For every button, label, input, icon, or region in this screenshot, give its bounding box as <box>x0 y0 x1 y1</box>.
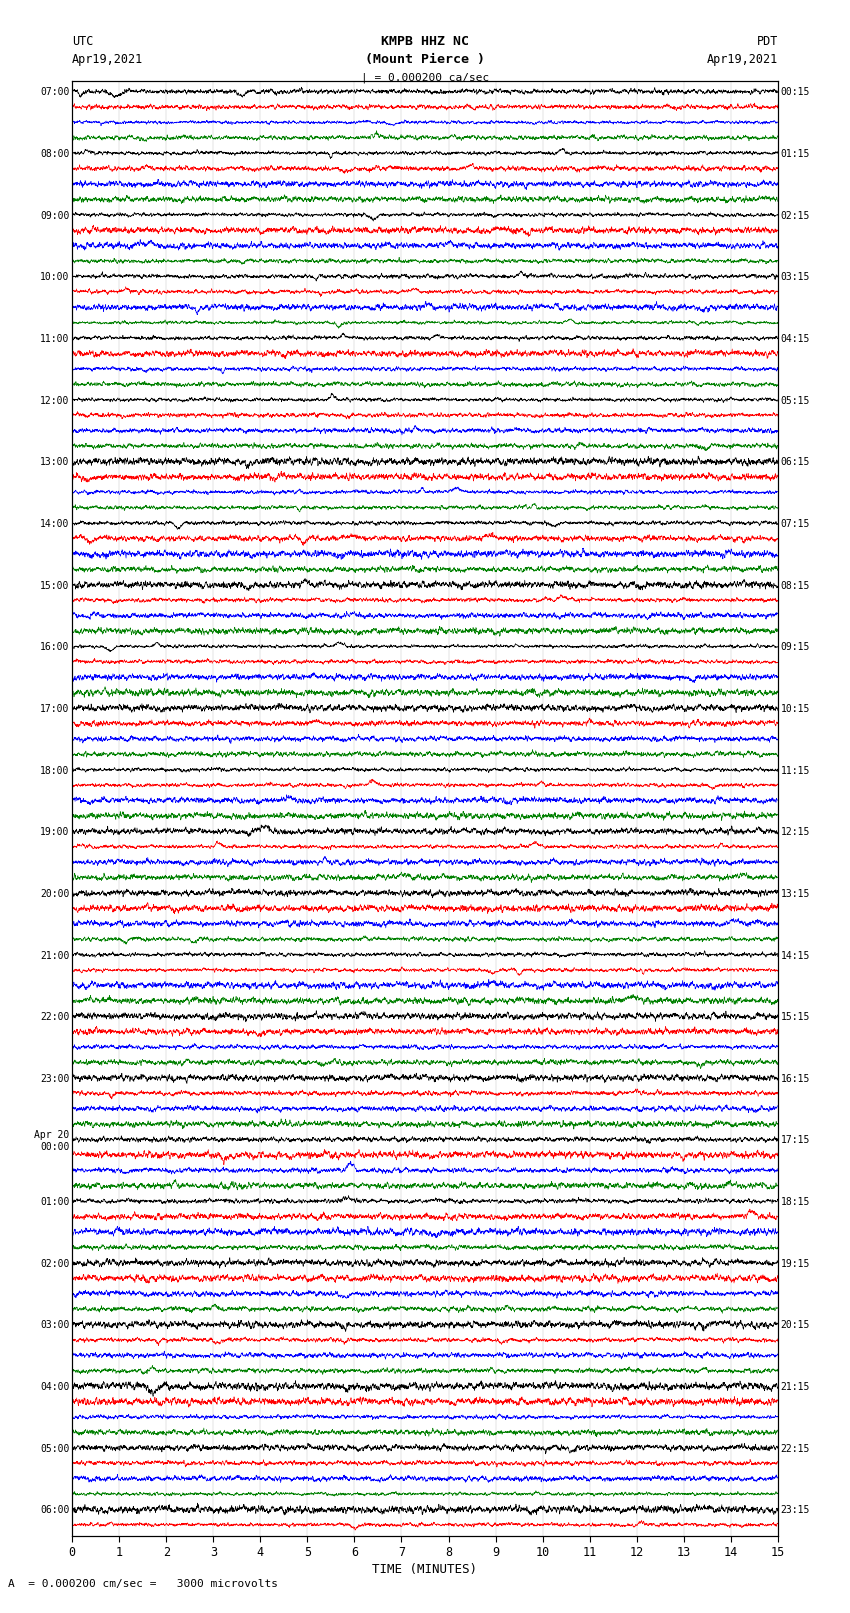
Text: UTC: UTC <box>72 35 94 48</box>
Text: A  = 0.000200 cm/sec =   3000 microvolts: A = 0.000200 cm/sec = 3000 microvolts <box>8 1579 279 1589</box>
Text: Apr19,2021: Apr19,2021 <box>72 53 144 66</box>
Text: (Mount Pierce ): (Mount Pierce ) <box>365 53 485 66</box>
Text: Apr19,2021: Apr19,2021 <box>706 53 778 66</box>
Text: | = 0.000200 ca/sec: | = 0.000200 ca/sec <box>361 73 489 84</box>
Text: KMPB HHZ NC: KMPB HHZ NC <box>381 35 469 48</box>
Text: PDT: PDT <box>756 35 778 48</box>
X-axis label: TIME (MINUTES): TIME (MINUTES) <box>372 1563 478 1576</box>
